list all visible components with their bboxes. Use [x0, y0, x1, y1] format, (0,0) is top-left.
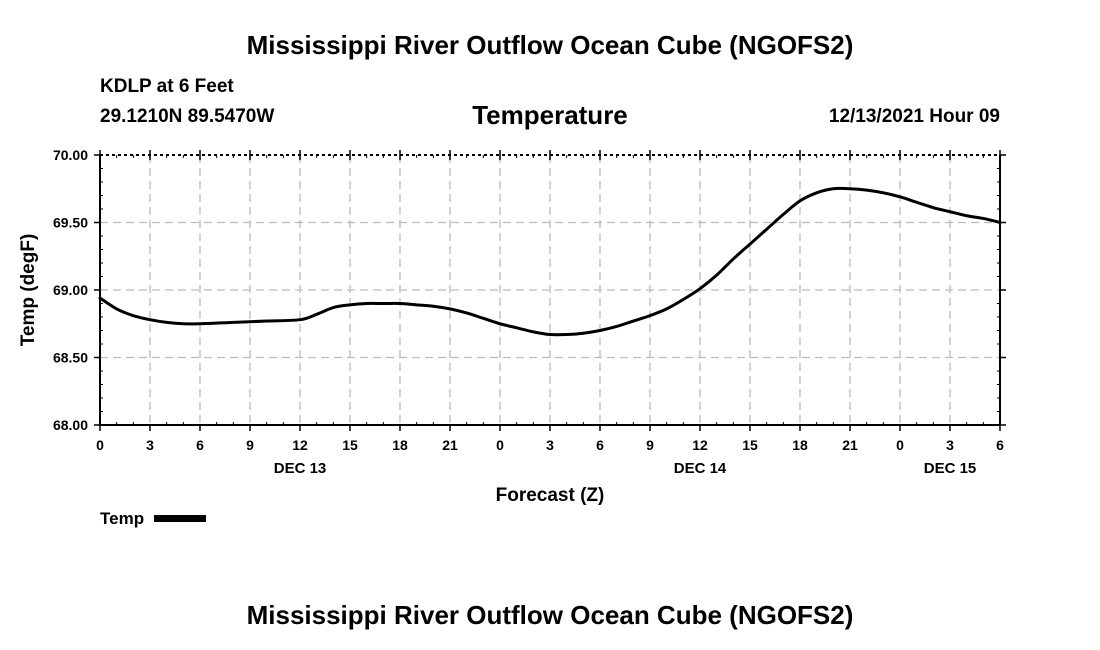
temp-data-point — [132, 314, 135, 317]
x-tick-label: 21 — [442, 437, 458, 453]
temp-data-point — [399, 302, 401, 305]
y-tick-label: 68.50 — [53, 350, 88, 366]
temp-data-point — [115, 308, 118, 310]
day-label: DEC 14 — [674, 460, 727, 477]
temp-data-point — [565, 333, 568, 336]
temp-data-point — [715, 274, 718, 276]
x-tick-label: 0 — [96, 437, 104, 453]
temp-data-point — [415, 304, 418, 306]
temp-data-point — [265, 320, 268, 322]
temp-data-point — [665, 308, 668, 310]
temp-data-point — [799, 200, 801, 202]
y-tick-label: 69.50 — [53, 215, 88, 231]
temp-data-point — [99, 297, 101, 299]
coordinates-label: 29.1210N 89.5470W — [100, 106, 275, 127]
x-tick-label: 18 — [392, 437, 408, 453]
temp-data-point — [615, 325, 618, 328]
temp-data-point — [932, 206, 935, 209]
temp-data-point — [632, 320, 635, 322]
temp-data-point — [865, 189, 868, 191]
x-tick-label: 12 — [692, 437, 708, 453]
x-tick-label: 6 — [196, 437, 204, 453]
x-tick-label: 0 — [496, 437, 504, 453]
temp-data-point — [849, 187, 851, 190]
temp-series-line — [98, 186, 1002, 337]
x-tick-label: 3 — [946, 437, 954, 453]
temp-data-point — [682, 298, 685, 301]
y-tick-label: 69.00 — [53, 282, 88, 298]
temp-data-point — [882, 192, 885, 194]
x-tick-label: 3 — [546, 437, 554, 453]
temp-data-point — [149, 318, 151, 321]
x-tick-label: 9 — [246, 437, 254, 453]
x-tick-label: 6 — [596, 437, 604, 453]
temp-data-point — [465, 312, 468, 314]
temp-data-point — [832, 187, 835, 190]
temp-data-point — [182, 322, 185, 325]
temp-data-point — [749, 243, 751, 245]
x-tick-label: 18 — [792, 437, 808, 453]
temp-data-point — [899, 196, 901, 198]
x-tick-label: 15 — [342, 437, 358, 453]
x-tick-label: 6 — [996, 437, 1004, 453]
temp-data-point — [532, 331, 535, 333]
footer-title: Mississippi River Outflow Ocean Cube (NG… — [246, 600, 854, 630]
x-tick-label: 9 — [646, 437, 654, 453]
temp-data-point — [165, 321, 168, 324]
legend: Temp — [100, 509, 207, 529]
y-axis-label: Temp (degF) — [18, 234, 39, 347]
temp-data-point — [232, 321, 235, 324]
x-tick-label: 12 — [292, 437, 308, 453]
temp-data-point — [365, 302, 368, 305]
main-title: Mississippi River Outflow Ocean Cube (NG… — [246, 30, 854, 60]
temp-data-point — [649, 314, 651, 317]
temp-data-point — [449, 308, 451, 310]
datetime-label: 12/13/2021 Hour 09 — [828, 106, 1000, 127]
temp-data-point — [315, 313, 318, 316]
temp-data-point — [999, 221, 1001, 224]
temp-data-point — [765, 228, 768, 231]
temp-data-point — [382, 302, 385, 305]
temp-data-point — [965, 214, 968, 217]
temp-data-point — [482, 317, 485, 320]
temp-data-point — [815, 192, 818, 194]
temp-data-point — [199, 322, 201, 325]
temp-data-point — [982, 217, 985, 220]
temp-data-point — [432, 305, 435, 308]
legend-label: Temp — [100, 509, 145, 528]
temp-data-point — [499, 322, 501, 325]
day-label: DEC 15 — [924, 460, 977, 477]
temp-data-point — [949, 210, 951, 213]
temp-data-point — [732, 258, 735, 260]
temp-data-point — [699, 287, 701, 290]
chart-title: Temperature — [472, 100, 628, 130]
x-tick-label: 3 — [146, 437, 154, 453]
temp-data-point — [515, 327, 518, 329]
y-tick-label: 70.00 — [53, 147, 88, 163]
legend-line-swatch — [154, 514, 207, 522]
temp-data-point — [915, 201, 918, 204]
temp-data-point — [349, 304, 351, 306]
temp-data-point — [299, 318, 301, 321]
station-label: KDLP at 6 Feet — [100, 76, 234, 97]
temp-data-point — [582, 332, 585, 335]
temp-data-point — [782, 213, 785, 216]
day-label: DEC 13 — [274, 460, 327, 477]
x-tick-label: 0 — [896, 437, 904, 453]
y-tick-label: 68.00 — [53, 417, 88, 433]
x-tick-label: 15 — [742, 437, 758, 453]
temp-data-point — [332, 306, 335, 309]
temp-data-point — [599, 329, 601, 332]
temp-data-point — [549, 333, 551, 336]
x-tick-label: 21 — [842, 437, 858, 453]
x-axis-label: Forecast (Z) — [496, 485, 605, 506]
